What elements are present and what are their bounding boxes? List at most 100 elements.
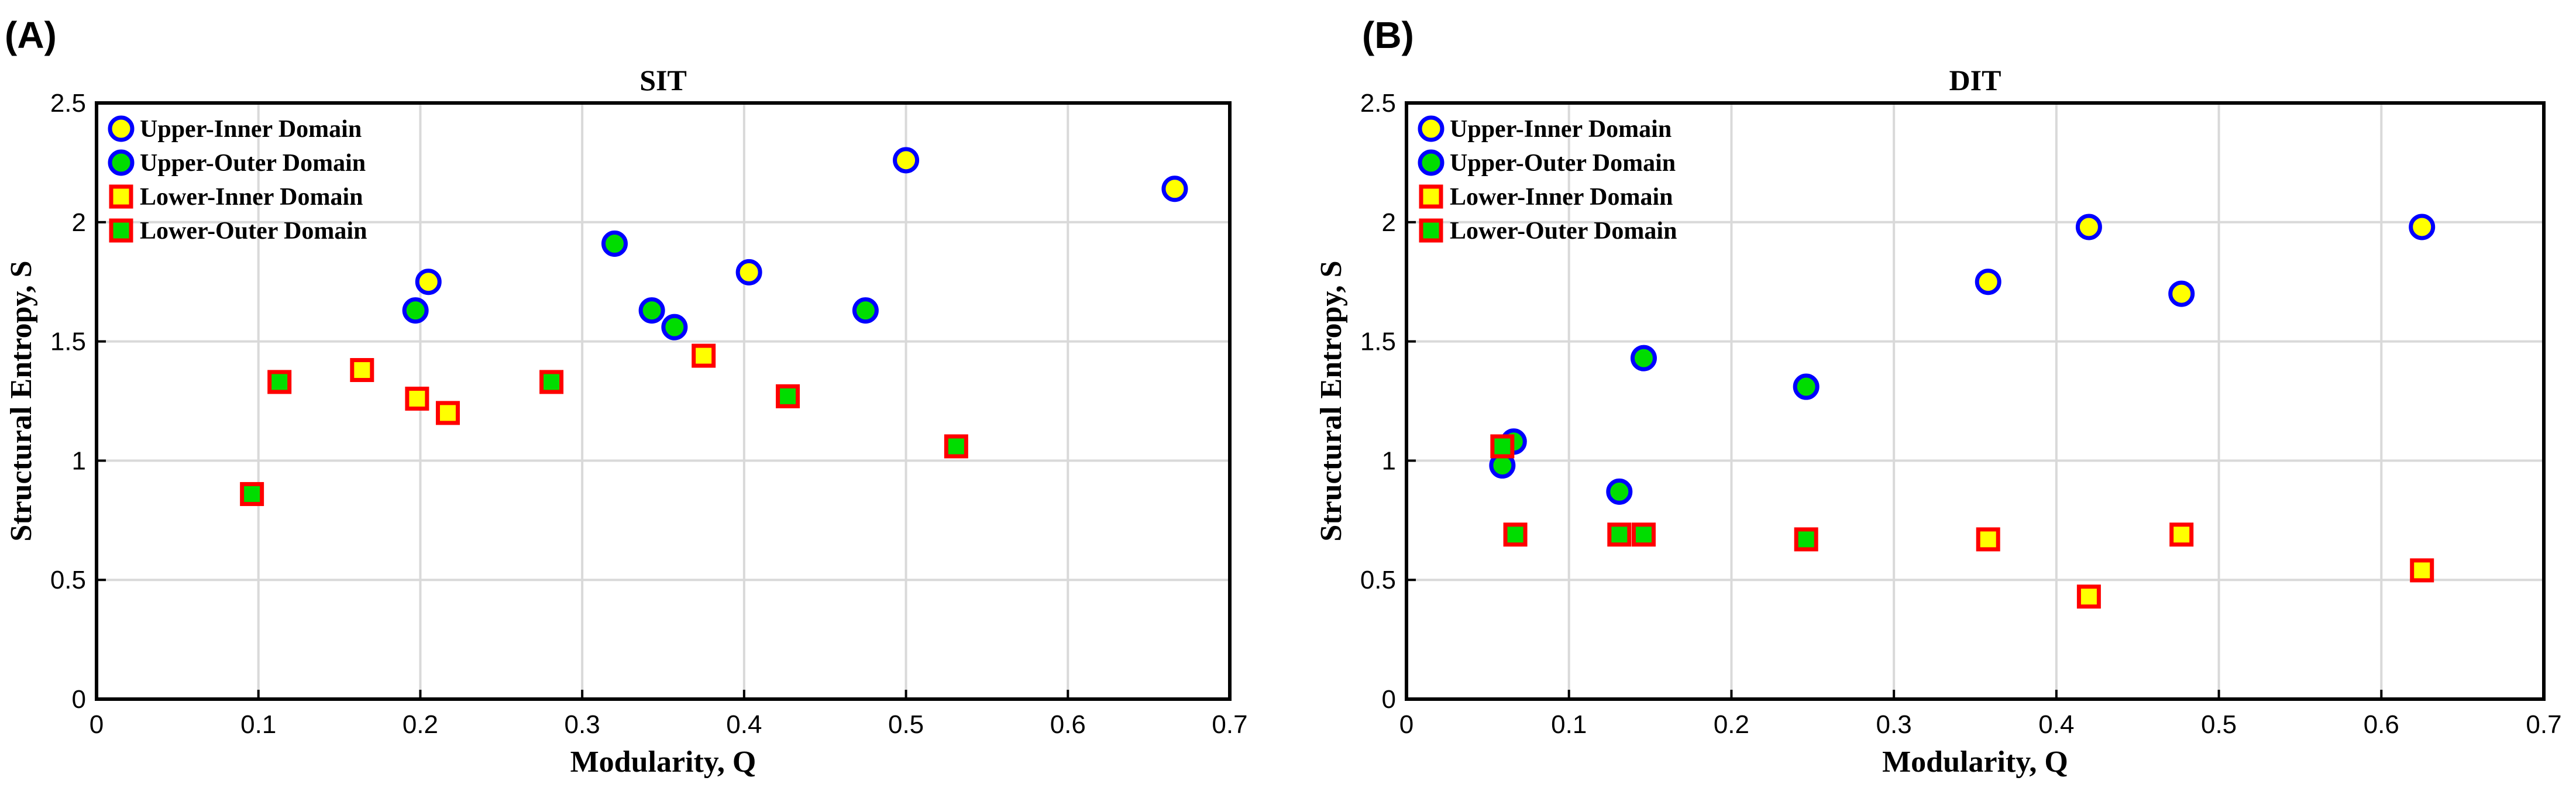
- x-tick-label: 0: [1399, 710, 1413, 739]
- chart-title: DIT: [1949, 64, 2001, 97]
- data-point: [1490, 434, 1515, 459]
- x-tick-label: 0.4: [726, 710, 762, 739]
- data-point: [1794, 527, 1818, 552]
- data-point: [601, 230, 628, 257]
- x-tick-label: 0.1: [240, 710, 276, 739]
- data-point: [2410, 558, 2434, 583]
- legend-label: Upper-Inner Domain: [140, 116, 362, 143]
- data-point: [1607, 522, 1632, 547]
- data-point: [852, 297, 879, 324]
- y-tick-label: 1: [1382, 446, 1396, 475]
- data-point: [405, 386, 429, 411]
- legend-marker: [108, 115, 135, 142]
- data-point: [415, 269, 442, 295]
- data-point: [1975, 269, 2001, 295]
- data-point: [1503, 522, 1528, 547]
- x-axis-label: Modularity, Q: [1882, 745, 2068, 779]
- legend-marker: [1418, 149, 1445, 176]
- y-axis-label: Structural Entropy, S: [5, 260, 38, 541]
- data-point: [435, 401, 460, 425]
- data-point: [1793, 373, 1820, 400]
- legend-marker: [1419, 218, 1443, 243]
- x-tick-label: 0.5: [2201, 710, 2237, 739]
- x-tick-label: 0.1: [1551, 710, 1587, 739]
- series-4: [1490, 434, 1818, 552]
- x-tick-label: 0.6: [1050, 710, 1086, 739]
- data-point: [1631, 522, 1656, 547]
- x-axis-label: Modularity, Q: [570, 745, 756, 779]
- data-point: [2168, 280, 2195, 307]
- data-point: [350, 358, 374, 383]
- series-1: [415, 147, 1188, 295]
- chart-title: SIT: [639, 64, 687, 97]
- series-2: [1489, 345, 1820, 505]
- chart-panel-1: (A) SIT 0 0.1 0.2 0.3 0.4 0.5 0.6 0.7 0 0.5 1 1.5 2 2.5…: [5, 14, 1248, 779]
- y-tick-label: 2.5: [50, 89, 86, 118]
- data-point: [893, 147, 920, 174]
- x-tick-label: 0.6: [2364, 710, 2399, 739]
- data-point: [2409, 214, 2436, 240]
- data-point: [1161, 176, 1188, 202]
- y-tick-label: 2: [1382, 208, 1396, 237]
- x-tick-label: 0: [90, 710, 104, 739]
- x-tick-label: 0.3: [1876, 710, 1912, 739]
- series-3: [1976, 522, 2434, 609]
- data-point: [776, 384, 800, 408]
- data-point: [692, 343, 716, 368]
- data-point: [2169, 522, 2194, 547]
- x-tick-label: 0.4: [2038, 710, 2074, 739]
- legend: Upper-Inner Domain Upper-Outer Domain Lowe…: [108, 115, 367, 245]
- legend-label: Lower-Outer Domain: [140, 218, 367, 245]
- chart-panel-2: (B) DIT 0 0.1 0.2 0.3 0.4 0.5 0.6 0.7 0 0.5 1 1.5 2 2.5…: [1315, 14, 2562, 779]
- x-tick-label: 0.5: [888, 710, 924, 739]
- x-tick-label: 0.2: [1714, 710, 1749, 739]
- legend-label: Lower-Outer Domain: [1450, 218, 1677, 245]
- data-point: [661, 314, 688, 340]
- plot-frame: [95, 101, 1232, 701]
- data-point: [402, 297, 429, 324]
- data-point: [2076, 584, 2101, 609]
- series-2: [402, 230, 879, 340]
- data-point: [638, 297, 665, 324]
- y-tick-label: 2.5: [1360, 89, 1396, 118]
- data-point: [2075, 214, 2102, 240]
- data-point: [240, 481, 264, 506]
- x-tick-label: 0.7: [1212, 710, 1247, 739]
- legend-label: Lower-Inner Domain: [1450, 184, 1673, 211]
- y-axis-label: Structural Entropy, S: [1315, 260, 1348, 541]
- y-tick-label: 0: [72, 685, 86, 714]
- series-3: [350, 343, 716, 425]
- data-point: [1630, 345, 1657, 372]
- legend-marker: [108, 149, 135, 176]
- legend-marker: [109, 218, 133, 243]
- y-tick-label: 0.5: [50, 566, 86, 594]
- x-tick-label: 0.3: [565, 710, 600, 739]
- plot-frame: [1405, 101, 2546, 701]
- y-tick-label: 0: [1382, 685, 1396, 714]
- panel-label: (B): [1362, 14, 1414, 56]
- y-tick-label: 1.5: [1360, 328, 1396, 356]
- legend-marker: [1419, 184, 1443, 209]
- y-tick-label: 2: [72, 208, 86, 237]
- data-point: [735, 259, 762, 286]
- series-1: [1975, 214, 2436, 307]
- legend-marker: [1418, 115, 1445, 142]
- y-tick-label: 0.5: [1360, 566, 1396, 594]
- data-point: [1606, 478, 1633, 505]
- panel-label: (A): [5, 14, 57, 56]
- x-tick-label: 0.2: [403, 710, 438, 739]
- legend-label: Upper-Inner Domain: [1450, 116, 1672, 143]
- data-point: [267, 370, 292, 394]
- series-4: [240, 370, 968, 506]
- legend: Upper-Inner Domain Upper-Outer Domain Lowe…: [1418, 115, 1677, 245]
- legend-label: Lower-Inner Domain: [140, 184, 363, 211]
- y-tick-label: 1.5: [50, 328, 86, 356]
- data-point: [539, 370, 564, 394]
- x-tick-label: 0.7: [2526, 710, 2561, 739]
- data-point: [944, 434, 968, 459]
- data-point: [1976, 527, 2000, 552]
- legend-label: Upper-Outer Domain: [1450, 150, 1676, 177]
- legend-label: Upper-Outer Domain: [140, 150, 366, 177]
- legend-marker: [109, 184, 133, 209]
